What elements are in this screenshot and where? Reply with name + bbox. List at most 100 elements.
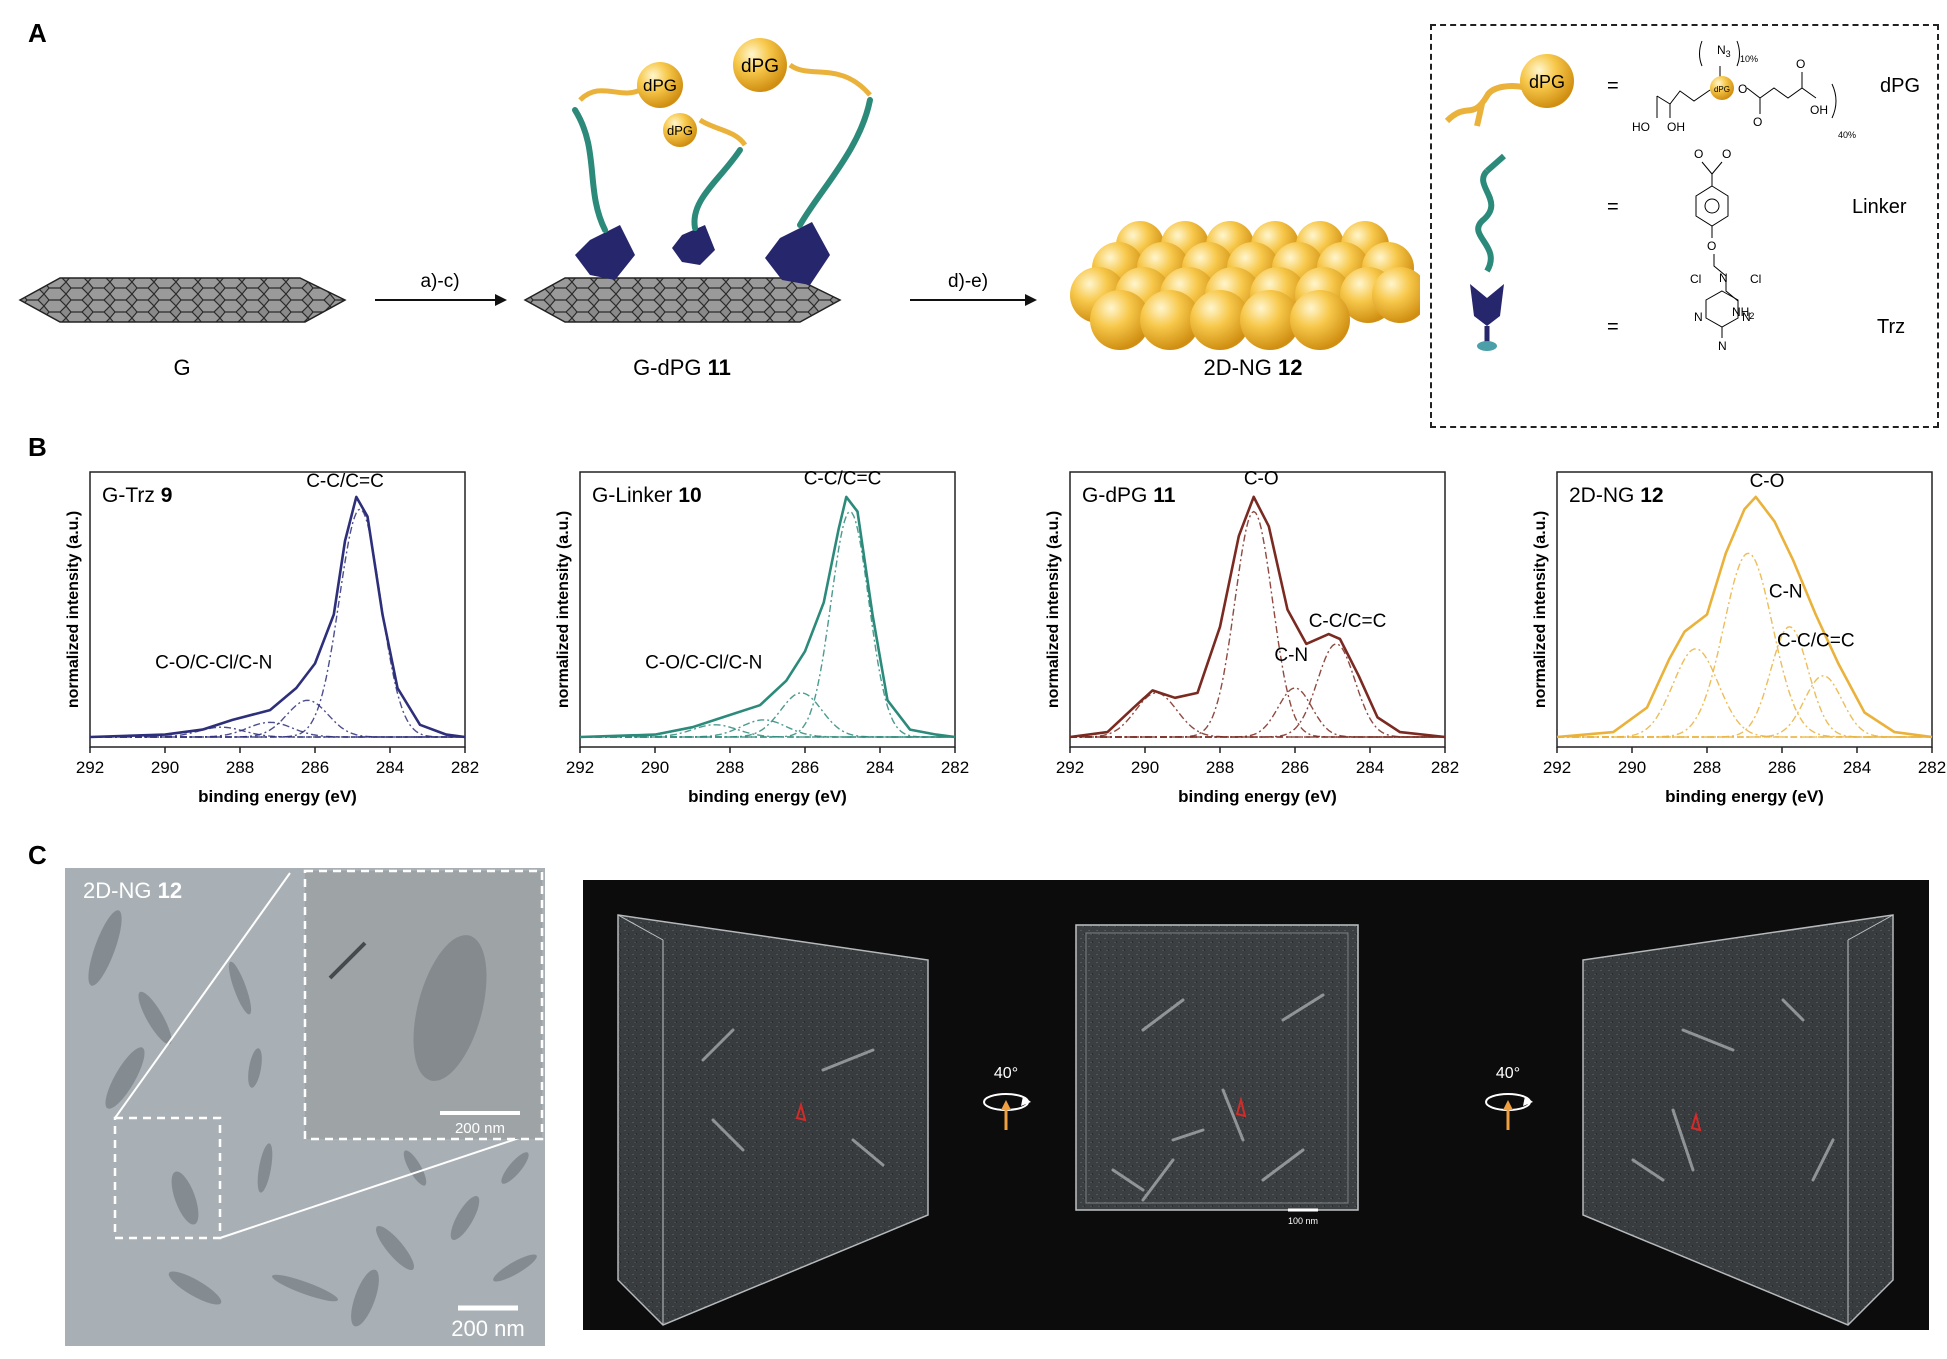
nanogel-spheres-icon xyxy=(1070,221,1420,350)
rotation-indicator-1: 40° xyxy=(983,1065,1031,1130)
rotation-indicator-2: 40° xyxy=(1485,1065,1533,1130)
equals-sign: = xyxy=(1607,196,1619,218)
fit-component-line xyxy=(1070,510,1445,738)
peak-annotation: C-O xyxy=(1244,469,1279,490)
zoom-line xyxy=(219,1129,544,1239)
nanogel-sphere xyxy=(1290,290,1350,350)
x-tick-label: 290 xyxy=(641,758,669,777)
envelope-line xyxy=(1556,495,1933,739)
x-tick-label: 284 xyxy=(866,758,894,777)
x-axis-label: binding energy (eV) xyxy=(198,787,357,806)
peak-annotation: C-C/C=C xyxy=(1777,630,1855,651)
peak-annotation: C-N xyxy=(1274,645,1308,666)
panel-letter-a: A xyxy=(28,18,47,48)
svg-text:O: O xyxy=(1722,147,1731,161)
dpg-chemical-structure: N3 10% dPG HO OH O O O OH 40% xyxy=(1632,40,1856,140)
x-tick-label: 286 xyxy=(791,758,819,777)
nanogel-streak xyxy=(821,1048,875,1072)
fit-component-line xyxy=(1070,687,1445,738)
label-2dng: 2D-NG 12 xyxy=(1203,355,1302,380)
xps-charts-row: 292 290 288 286 284 282 binding energy (eV) nor… xyxy=(0,460,1947,845)
nanogel-streak xyxy=(1681,1028,1735,1052)
peak-annotation: C-O/C-Cl/C-N xyxy=(155,652,272,673)
x-tick-label: 284 xyxy=(1843,758,1871,777)
nanogel-streak xyxy=(1261,1148,1305,1182)
nanogel-streak xyxy=(1781,998,1805,1022)
dpg-sphere-label: dPG xyxy=(643,76,677,95)
nanogel-sphere xyxy=(1190,290,1250,350)
svg-text:HO: HO xyxy=(1632,120,1650,134)
nanogel-flake xyxy=(351,1269,379,1327)
envelope-line xyxy=(579,495,956,739)
triazine-symbol-icon xyxy=(1470,284,1504,351)
plot-frame xyxy=(89,471,466,748)
tomogram-view-right xyxy=(1582,914,1894,1326)
x-tick-label: 282 xyxy=(1431,758,1459,777)
red-arrow-icon xyxy=(795,1101,807,1122)
red-arrow-icon xyxy=(1235,1096,1247,1118)
nanogel-streak xyxy=(1141,998,1185,1032)
label-g: G xyxy=(173,355,190,380)
svg-text:NH2: NH2 xyxy=(1732,305,1754,321)
fit-component-line xyxy=(1070,692,1445,738)
peak-annotation: C-N xyxy=(1769,581,1803,602)
svg-text:40%: 40% xyxy=(1838,130,1856,140)
xps-chart-2: 292 290 288 286 284 282 binding energy (eV) nor… xyxy=(555,469,969,806)
x-tick-label: 284 xyxy=(1356,758,1384,777)
x-tick-label: 286 xyxy=(1768,758,1796,777)
nanogel-flake xyxy=(228,961,252,1015)
svg-text:O: O xyxy=(1694,147,1703,161)
dpg-symbol-label: dPG xyxy=(1529,72,1565,92)
svg-text:Cl: Cl xyxy=(1750,272,1761,286)
nanogel-streak xyxy=(1141,1158,1175,1202)
peak-annotation: C-C/C=C xyxy=(306,471,384,492)
chart-title: G-Linker 10 xyxy=(592,484,702,507)
legend-trz-name: Trz xyxy=(1877,316,1905,338)
tem-image: 200 nm 200 nm 2D-NG 12 xyxy=(65,868,545,1346)
zoom-line xyxy=(114,872,291,1119)
x-tick-label: 290 xyxy=(1618,758,1646,777)
nanogel-streak xyxy=(701,1028,735,1062)
x-tick-label: 288 xyxy=(226,758,254,777)
peak-annotation: C-O xyxy=(1750,471,1785,492)
nanogel-flake xyxy=(501,1152,529,1184)
nanogel-streak xyxy=(711,1118,745,1152)
peak-annotation: C-O/C-Cl/C-N xyxy=(645,652,762,673)
tem-label: 2D-NG 12 xyxy=(83,878,182,903)
y-axis-label: normalized intensity (a.u.) xyxy=(1532,511,1549,708)
nanogel-flake xyxy=(248,1048,262,1088)
fit-component-line xyxy=(90,726,465,738)
nanogel-streak xyxy=(1111,1168,1145,1192)
svg-text:N3: N3 xyxy=(1717,43,1731,59)
x-tick-label: 292 xyxy=(1543,758,1571,777)
svg-text:O: O xyxy=(1707,239,1716,253)
x-tick-label: 292 xyxy=(1056,758,1084,777)
x-tick-label: 286 xyxy=(1281,758,1309,777)
main-scale-label: 200 nm xyxy=(451,1316,524,1341)
x-tick-label: 288 xyxy=(716,758,744,777)
nanogel-sphere xyxy=(1240,290,1300,350)
x-tick-label: 288 xyxy=(1693,758,1721,777)
x-axis-label: binding energy (eV) xyxy=(688,787,847,806)
svg-text:40°: 40° xyxy=(1496,1065,1520,1082)
svg-text:N: N xyxy=(1694,310,1703,324)
x-tick-label: 284 xyxy=(376,758,404,777)
nanogel-flake xyxy=(493,1254,537,1282)
x-tick-label: 282 xyxy=(451,758,479,777)
red-arrow-icon xyxy=(1690,1111,1702,1132)
nanogel-streak xyxy=(1221,1088,1245,1142)
y-axis-label: normalized intensity (a.u.) xyxy=(1045,511,1062,708)
nanogel-flake xyxy=(328,941,367,980)
arrow-head-icon xyxy=(1025,294,1037,306)
legend-dpg-name: dPG xyxy=(1880,75,1920,97)
legend-linker-name: Linker xyxy=(1852,196,1907,218)
envelope-line xyxy=(1069,495,1446,739)
tomogram-view-left xyxy=(617,914,929,1326)
x-tick-label: 290 xyxy=(1131,758,1159,777)
fit-component-line xyxy=(580,510,955,738)
dpg-sphere-label: dPG xyxy=(741,56,779,77)
nanogel-flake xyxy=(168,1271,222,1305)
nanogel-flake xyxy=(450,1195,480,1241)
svg-text:40°: 40° xyxy=(994,1065,1018,1082)
x-tick-label: 288 xyxy=(1206,758,1234,777)
